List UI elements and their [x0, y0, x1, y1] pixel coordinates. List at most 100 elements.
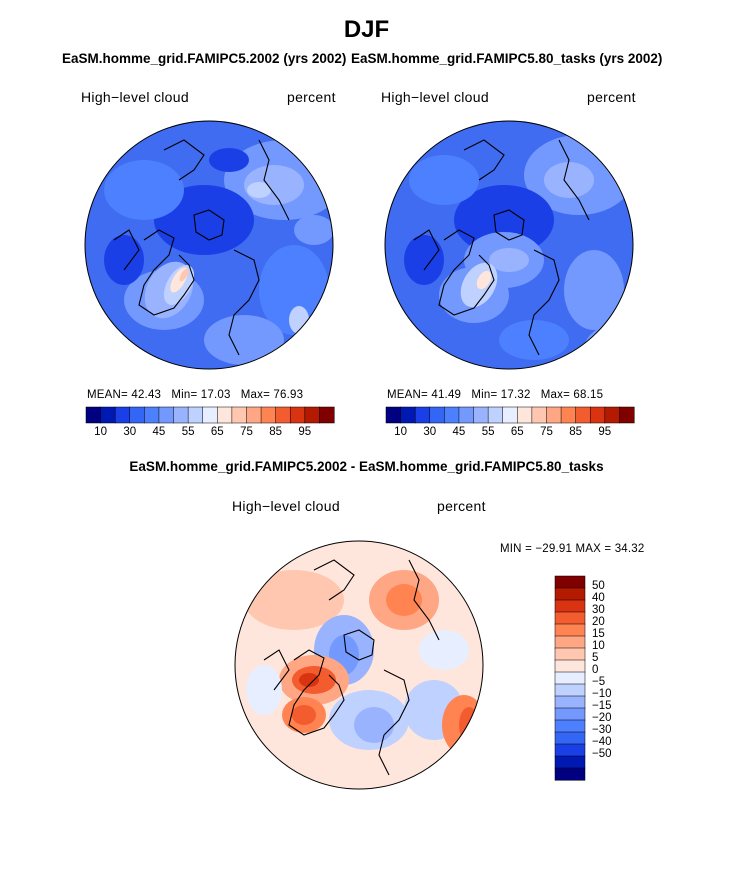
- colorbar-swatch: [554, 575, 586, 589]
- colorbar-tick-label: 15: [592, 628, 605, 640]
- colorbar-swatch: [100, 406, 116, 424]
- left-case-title: EaSM.homme_grid.FAMIPC5.2002 (yrs 2002): [62, 51, 347, 66]
- colorbar-tick-label: −5: [592, 676, 606, 688]
- colorbar-swatch: [554, 743, 586, 757]
- colorbar-swatch: [473, 406, 489, 424]
- colorbar-swatch: [554, 635, 586, 649]
- colorbar-tick-label: 55: [481, 426, 495, 438]
- colorbar-tick-label: 10: [592, 640, 605, 652]
- colorbar-swatch: [554, 755, 586, 769]
- colorbar-tick-label: 20: [592, 616, 605, 628]
- colorbar-swatch: [531, 406, 548, 424]
- colorbar-swatch: [554, 623, 586, 637]
- colorbar-swatch: [554, 611, 586, 625]
- colorbar-swatch: [260, 406, 277, 424]
- colorbar-swatch: [414, 406, 431, 424]
- colorbar-tick-label: 10: [94, 426, 107, 438]
- colorbar-tick-label: −20: [592, 712, 612, 724]
- colorbar-tick-label: 85: [269, 426, 283, 438]
- colorbar-swatch: [444, 406, 460, 424]
- colorbar-swatch: [429, 406, 445, 424]
- colorbar-swatch: [231, 406, 248, 424]
- colorbar-swatch: [589, 406, 606, 424]
- colorbar-swatch: [575, 406, 591, 424]
- left-units-label: percent: [287, 89, 336, 105]
- difference-title: EaSM.homme_grid.FAMIPC5.2002 - EaSM.homm…: [129, 459, 604, 474]
- colorbar-tick-label: 55: [181, 426, 195, 438]
- colorbar-swatch: [304, 406, 320, 424]
- colorbar-tick-label: 75: [240, 426, 253, 438]
- left-polar-map: [84, 120, 334, 370]
- colorbar-swatch: [187, 406, 204, 424]
- colorbar-swatch: [385, 406, 402, 424]
- colorbar-tick-label: −50: [592, 748, 612, 760]
- colorbar-swatch: [289, 406, 306, 424]
- colorbar-tick-label: 95: [598, 426, 612, 438]
- colorbar-tick-label: 95: [298, 426, 312, 438]
- colorbar-swatch: [560, 406, 577, 424]
- colorbar-swatch: [144, 406, 160, 424]
- right-case-title: EaSM.homme_grid.FAMIPC5.80_tasks (yrs 20…: [351, 51, 663, 66]
- colorbar-tick-label: 65: [210, 426, 224, 438]
- figure-title: DJF: [343, 16, 390, 43]
- colorbar-swatch: [554, 707, 586, 721]
- colorbar-tick-label: 50: [592, 580, 605, 592]
- colorbar-swatch: [554, 587, 586, 601]
- left-variable-label: High−level cloud: [81, 89, 189, 105]
- colorbar-tick-label: 30: [592, 604, 605, 616]
- colorbar-swatch: [554, 599, 586, 613]
- difference-colorbar: [554, 575, 586, 781]
- colorbar-tick-label: −15: [592, 700, 612, 712]
- colorbar-swatch: [554, 719, 586, 733]
- right-units-label: percent: [587, 89, 636, 105]
- colorbar-tick-label: −40: [592, 736, 612, 748]
- difference-units-label: percent: [437, 498, 486, 514]
- difference-minmax: MIN = −29.91 MAX = 34.32: [500, 543, 645, 555]
- colorbar-swatch: [554, 647, 586, 661]
- colorbar-tick-label: −30: [592, 724, 612, 736]
- right-polar-map: [384, 120, 634, 370]
- colorbar-tick-label: 45: [152, 426, 166, 438]
- colorbar-swatch: [554, 671, 586, 685]
- colorbar-tick-label: 10: [394, 426, 407, 438]
- colorbar-swatch: [517, 406, 533, 424]
- colorbar-swatch: [114, 406, 131, 424]
- colorbar-tick-label: 65: [510, 426, 524, 438]
- colorbar-swatch: [502, 406, 518, 424]
- left-colorbar: [85, 406, 335, 424]
- colorbar-swatch: [554, 659, 586, 673]
- colorbar-swatch: [554, 731, 586, 745]
- colorbar-tick-label: 40: [592, 592, 605, 604]
- colorbar-tick-label: 30: [123, 426, 137, 438]
- colorbar-swatch: [546, 406, 562, 424]
- colorbar-swatch: [458, 406, 475, 424]
- colorbar-swatch: [554, 695, 586, 709]
- colorbar-swatch: [202, 406, 218, 424]
- colorbar-tick-label: −10: [592, 688, 612, 700]
- colorbar-swatch: [487, 406, 504, 424]
- colorbar-tick-label: 85: [569, 426, 583, 438]
- colorbar-tick-label: 45: [452, 426, 466, 438]
- colorbar-tick-label: 0: [592, 664, 599, 676]
- difference-variable-label: High−level cloud: [232, 498, 340, 514]
- colorbar-swatch: [604, 406, 620, 424]
- colorbar-swatch: [400, 406, 416, 424]
- colorbar-swatch: [85, 406, 102, 424]
- left-stats: MEAN= 42.43 Min= 17.03 Max= 76.93: [87, 389, 304, 401]
- colorbar-swatch: [173, 406, 189, 424]
- colorbar-swatch: [319, 406, 335, 424]
- colorbar-swatch: [246, 406, 262, 424]
- difference-polar-map: [234, 540, 484, 790]
- colorbar-swatch: [129, 406, 145, 424]
- colorbar-swatch: [275, 406, 291, 424]
- colorbar-tick-label: 75: [540, 426, 553, 438]
- colorbar-swatch: [554, 683, 586, 697]
- right-stats: MEAN= 41.49 Min= 17.32 Max= 68.15: [387, 389, 604, 401]
- colorbar-swatch: [158, 406, 175, 424]
- right-variable-label: High−level cloud: [381, 89, 489, 105]
- colorbar-swatch: [217, 406, 233, 424]
- colorbar-swatch: [619, 406, 635, 424]
- colorbar-tick-label: 30: [423, 426, 437, 438]
- colorbar-swatch: [554, 767, 586, 781]
- right-colorbar: [385, 406, 635, 424]
